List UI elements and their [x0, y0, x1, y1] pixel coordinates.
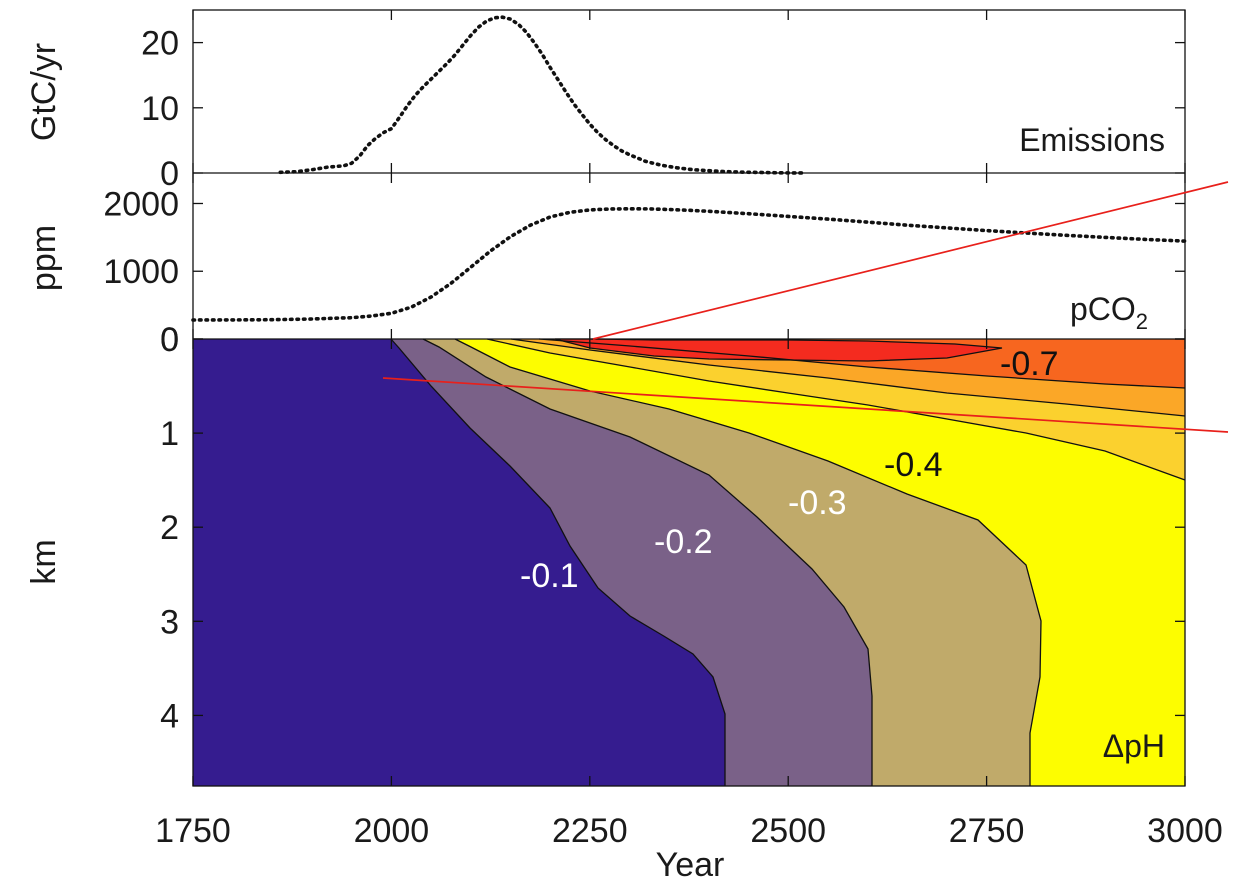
band-0.3-to-0.4 [455, 339, 1185, 786]
pco2-label-subscript: 2 [1136, 309, 1148, 334]
y-axis-depth: 0 1 2 3 4 [160, 321, 1185, 735]
panel-label-pco2: pCO2 [1070, 291, 1148, 334]
delta-ph-panel: -0.7 -0.4 -0.3 -0.2 -0.1 ΔpH [193, 338, 1186, 786]
panel-label-emissions: Emissions [1019, 122, 1165, 158]
x-tick-label: 3000 [1147, 812, 1223, 850]
contour-label-0.2: -0.2 [654, 523, 713, 561]
x-tick-label: 2250 [552, 812, 628, 850]
y-axis-pco2: 0 1000 2000 [103, 185, 1185, 359]
y-axis-emissions: 0 10 20 [141, 25, 1185, 193]
contour-line-0.4 [486, 338, 1186, 481]
x-axis: 1750 2000 2250 2500 2750 3000 [155, 10, 1223, 850]
contour-label-0.3: -0.3 [788, 484, 847, 522]
y-axis-label-emissions: GtC/yr [25, 43, 63, 141]
annotation-line-lower [382, 377, 1229, 433]
y-tick-label: 0 [160, 155, 179, 193]
y-tick-label: 1000 [103, 253, 179, 291]
contour-label-0.1: -0.1 [520, 557, 579, 595]
contour-line-0.2 [422, 338, 873, 786]
y-tick-label: 4 [160, 697, 179, 735]
contour-line-0.6 [538, 338, 1186, 389]
y-tick-label: 1 [160, 415, 179, 453]
pco2-label-main: pCO [1070, 291, 1136, 327]
contour-line-0.5 [510, 338, 1186, 417]
y-tick-label: 0 [160, 321, 179, 359]
y-tick-label: 10 [141, 90, 179, 128]
contour-label-0.4: -0.4 [884, 446, 943, 484]
x-tick-label: 1750 [155, 812, 231, 850]
y-tick-label: 2 [160, 509, 179, 547]
y-tick-label: 2000 [103, 185, 179, 223]
annotation-line-upper [592, 181, 1229, 340]
panel-label-delta-ph: ΔpH [1103, 728, 1165, 764]
plot-frame [192, 9, 1186, 787]
y-axis-label-depth: km [25, 539, 63, 584]
x-tick-label: 2000 [354, 812, 430, 850]
x-axis-label: Year [656, 846, 725, 884]
x-tick-label: 2750 [949, 812, 1025, 850]
contour-line-0.3 [454, 338, 1042, 786]
contour-label-0.7: -0.7 [1000, 345, 1059, 383]
pco2-series-line [191, 206, 1187, 322]
y-tick-label: 20 [141, 25, 179, 63]
contour-line-0.1 [390, 338, 726, 786]
band-below-0.7 [554, 338, 1003, 362]
y-tick-label: 3 [160, 603, 179, 641]
emissions-series-line [278, 15, 806, 175]
y-tick-label: 0 [160, 321, 179, 359]
y-axis-label-pco2: ppm [25, 225, 63, 291]
x-tick-label: 2500 [750, 812, 826, 850]
